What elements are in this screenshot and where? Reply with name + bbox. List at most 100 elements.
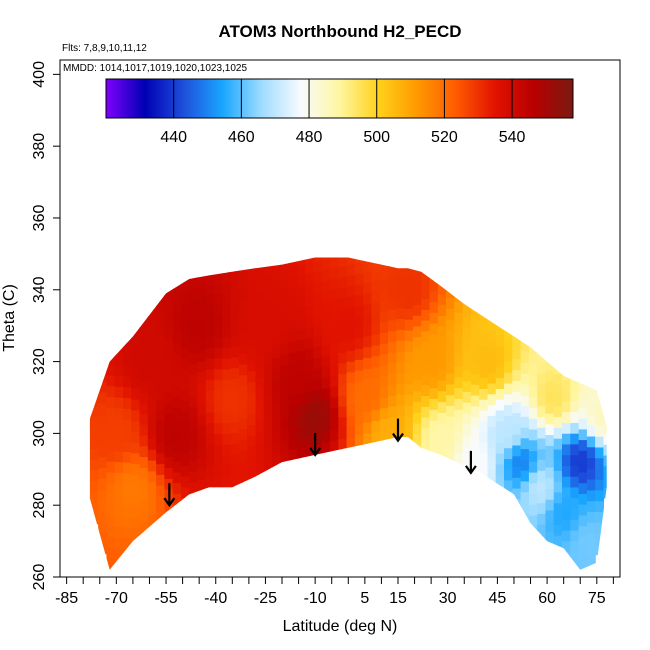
x-tick-label: 75	[588, 590, 606, 607]
heat-cell	[164, 467, 174, 479]
heat-cell	[330, 407, 339, 420]
heat-cell	[578, 374, 588, 387]
heat-cell	[528, 385, 538, 398]
heat-cell	[437, 401, 447, 413]
heat-cell	[230, 378, 240, 390]
heat-cell	[412, 315, 422, 327]
heat-cell	[296, 339, 306, 351]
heat-cell	[180, 293, 190, 305]
heat-cell	[205, 379, 215, 391]
heat-cell	[388, 405, 397, 418]
heat-cell	[454, 409, 464, 421]
heat-cell	[247, 435, 257, 447]
heat-cell	[123, 440, 132, 452]
heat-cell	[131, 495, 141, 508]
heat-cell	[562, 433, 571, 445]
heat-cell	[247, 381, 257, 393]
heat-cell	[98, 510, 107, 522]
heat-cell	[388, 265, 397, 278]
heat-cell	[247, 456, 257, 469]
heat-cell	[139, 391, 149, 404]
heat-cell	[114, 364, 124, 377]
heat-cell	[528, 375, 538, 387]
heat-cell	[553, 470, 563, 482]
heat-cell	[437, 369, 447, 381]
heat-cell	[147, 492, 157, 504]
heat-cell	[446, 405, 455, 417]
heat-cell	[363, 400, 373, 412]
heat-cell	[321, 452, 331, 464]
heat-cell	[363, 411, 373, 423]
heat-cell	[106, 461, 116, 473]
heat-cell	[123, 375, 132, 388]
heat-cell	[247, 257, 257, 264]
heat-cell	[222, 465, 232, 478]
heat-cell	[180, 357, 190, 369]
heat-cell	[222, 282, 232, 294]
heat-cell	[222, 358, 232, 370]
heat-cell	[296, 414, 306, 427]
heat-cell	[280, 353, 290, 366]
heat-cell	[586, 457, 596, 469]
heat-cell	[197, 317, 207, 329]
x-tick-label: 60	[538, 590, 556, 607]
heat-cell	[114, 353, 124, 366]
heat-cell	[520, 394, 530, 406]
heat-cell	[520, 459, 530, 471]
heat-cell	[404, 405, 414, 417]
heat-cell	[123, 408, 132, 420]
heat-cell	[321, 388, 331, 400]
heat-cell	[272, 271, 281, 283]
heat-cell	[205, 304, 215, 316]
heat-cell	[437, 358, 447, 370]
heat-cell	[562, 389, 571, 402]
heat-cell	[98, 424, 107, 436]
heat-cell	[305, 445, 315, 457]
heat-cell	[313, 257, 323, 262]
heat-cell	[330, 332, 339, 344]
heat-cell	[321, 334, 331, 346]
heat-cell	[504, 372, 513, 384]
heat-cell	[429, 355, 439, 367]
dates-note: MMDD: 1014,1017,1019,1020,1023,1025	[63, 63, 247, 74]
heat-cell	[412, 358, 422, 370]
heat-cell	[495, 312, 505, 325]
heat-cell	[421, 395, 431, 407]
heat-cell	[412, 369, 422, 381]
heat-cell	[172, 288, 182, 300]
heat-cell	[156, 334, 165, 346]
heat-cell	[446, 308, 455, 320]
heat-cell	[595, 414, 604, 426]
heat-cell	[528, 515, 538, 527]
heat-cell	[205, 422, 215, 434]
heat-cell	[396, 350, 406, 363]
heat-cell	[288, 287, 298, 299]
heat-cell	[214, 358, 223, 370]
heat-cell	[528, 461, 538, 473]
heat-cell	[404, 426, 414, 439]
heat-cell	[520, 330, 530, 342]
heat-cell	[545, 531, 555, 543]
heat-cell	[247, 370, 257, 383]
heat-cell	[197, 360, 207, 373]
heat-cell	[313, 314, 323, 326]
heat-cell	[205, 325, 215, 338]
heat-cell	[512, 498, 522, 511]
heat-cell	[537, 470, 547, 482]
heat-cell	[437, 347, 447, 359]
heat-cell	[230, 303, 240, 315]
heat-cell	[147, 309, 157, 321]
heat-cell	[363, 271, 373, 283]
heat-cell	[388, 395, 397, 407]
heat-cell	[106, 374, 116, 387]
heat-cell	[562, 411, 571, 423]
heat-cell	[321, 269, 331, 281]
heat-cell	[296, 257, 306, 265]
heat-cell	[537, 405, 547, 417]
heat-cell	[495, 356, 505, 368]
heat-cell	[454, 366, 464, 378]
heat-cell	[429, 398, 439, 410]
heat-cell	[305, 380, 315, 393]
heat-cell	[363, 368, 373, 380]
heat-cell	[156, 506, 165, 518]
